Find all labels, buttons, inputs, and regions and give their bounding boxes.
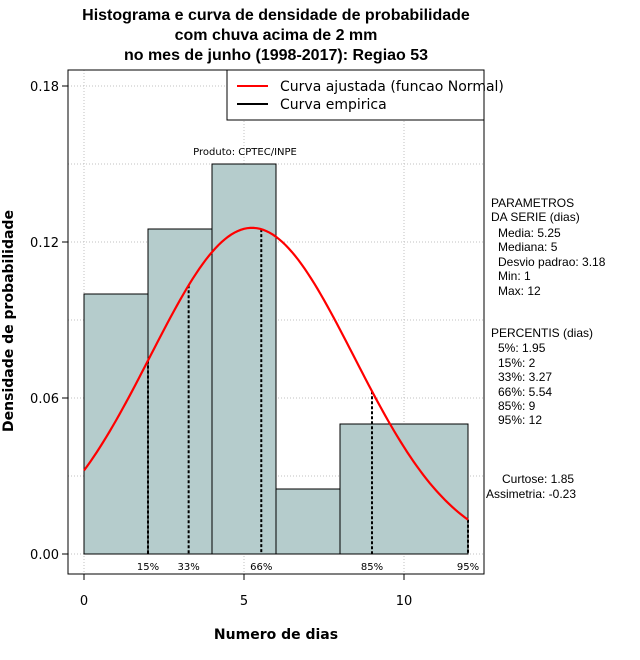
histogram-bar xyxy=(339,423,469,555)
assimetria-text: Assimetria: -0.23 xyxy=(486,487,577,501)
param-desvio: Desvio padrao: 3.18 xyxy=(498,255,606,269)
legend-layer: Curva ajustada (funcao Normal) Curva emp… xyxy=(226,69,504,121)
percentil-95: 95%: 12 xyxy=(498,413,543,427)
percentile-marker-label: 95% xyxy=(457,562,479,573)
chart-title-line1: Histograma e curva de densidade de proba… xyxy=(82,7,470,24)
percentil-33: 33%: 3.27 xyxy=(498,370,553,384)
y-tick-label: 0.18 xyxy=(30,80,59,95)
x-tick-label: 5 xyxy=(240,594,248,609)
param-max: Max: 12 xyxy=(498,284,541,298)
percentil-5: 5%: 1.95 xyxy=(498,341,546,355)
percentile-markers: 15% 33% 66% 85% 95% xyxy=(84,229,479,573)
chart-title-line2: com chuva acima de 2 mm xyxy=(174,27,378,44)
y-tick-label: 0.06 xyxy=(30,392,59,407)
percentile-marker-label: 66% xyxy=(250,562,272,573)
legend-box xyxy=(226,69,485,121)
y-tick-label: 0.00 xyxy=(30,548,59,563)
param-mediana: Mediana: 5 xyxy=(498,240,558,254)
param-media: Media: 5.25 xyxy=(498,226,561,240)
x-tick-label: 0 xyxy=(80,594,88,609)
histogram-bar xyxy=(147,228,213,555)
x-tick-label: 10 xyxy=(396,594,413,609)
percentile-marker-label: 85% xyxy=(361,562,383,573)
params-heading2: DA SERIE (dias) xyxy=(491,210,580,224)
histogram-bar xyxy=(83,293,149,555)
percentile-marker-label: 15% xyxy=(137,562,159,573)
percentil-66: 66%: 5.54 xyxy=(498,385,553,399)
percentil-85: 85%: 9 xyxy=(498,399,536,413)
x-axis-label: Numero de dias xyxy=(214,627,338,643)
curve-layer xyxy=(83,226,469,521)
percentile-marker-label: 33% xyxy=(178,562,200,573)
legend-curve-label: Curva ajustada (funcao Normal) xyxy=(280,79,504,95)
normal-curve-line xyxy=(83,226,469,521)
y-axis-label: Densidade de probabilidade xyxy=(1,210,17,432)
percentis-heading: PERCENTIS (dias) xyxy=(491,326,594,340)
bars-layer xyxy=(83,163,469,555)
credit-text: Produto: CPTEC/INPE xyxy=(193,147,297,158)
histogram-bar xyxy=(211,163,277,555)
histogram-bar xyxy=(275,488,341,555)
legend-empirical-label: Curva empirica xyxy=(280,97,387,113)
curtose-text: Curtose: 1.85 xyxy=(502,472,575,486)
chart-title-line3: no mes de junho (1998-2017): Regiao 53 xyxy=(123,47,429,64)
params-heading1: PARAMETROS xyxy=(491,196,575,210)
axes-layer: 0 5 10 0.00 0.06 0.12 0.18 xyxy=(30,69,485,609)
y-tick-label: 0.12 xyxy=(30,236,59,251)
param-min: Min: 1 xyxy=(498,269,531,283)
percentil-15: 15%: 2 xyxy=(498,356,536,370)
